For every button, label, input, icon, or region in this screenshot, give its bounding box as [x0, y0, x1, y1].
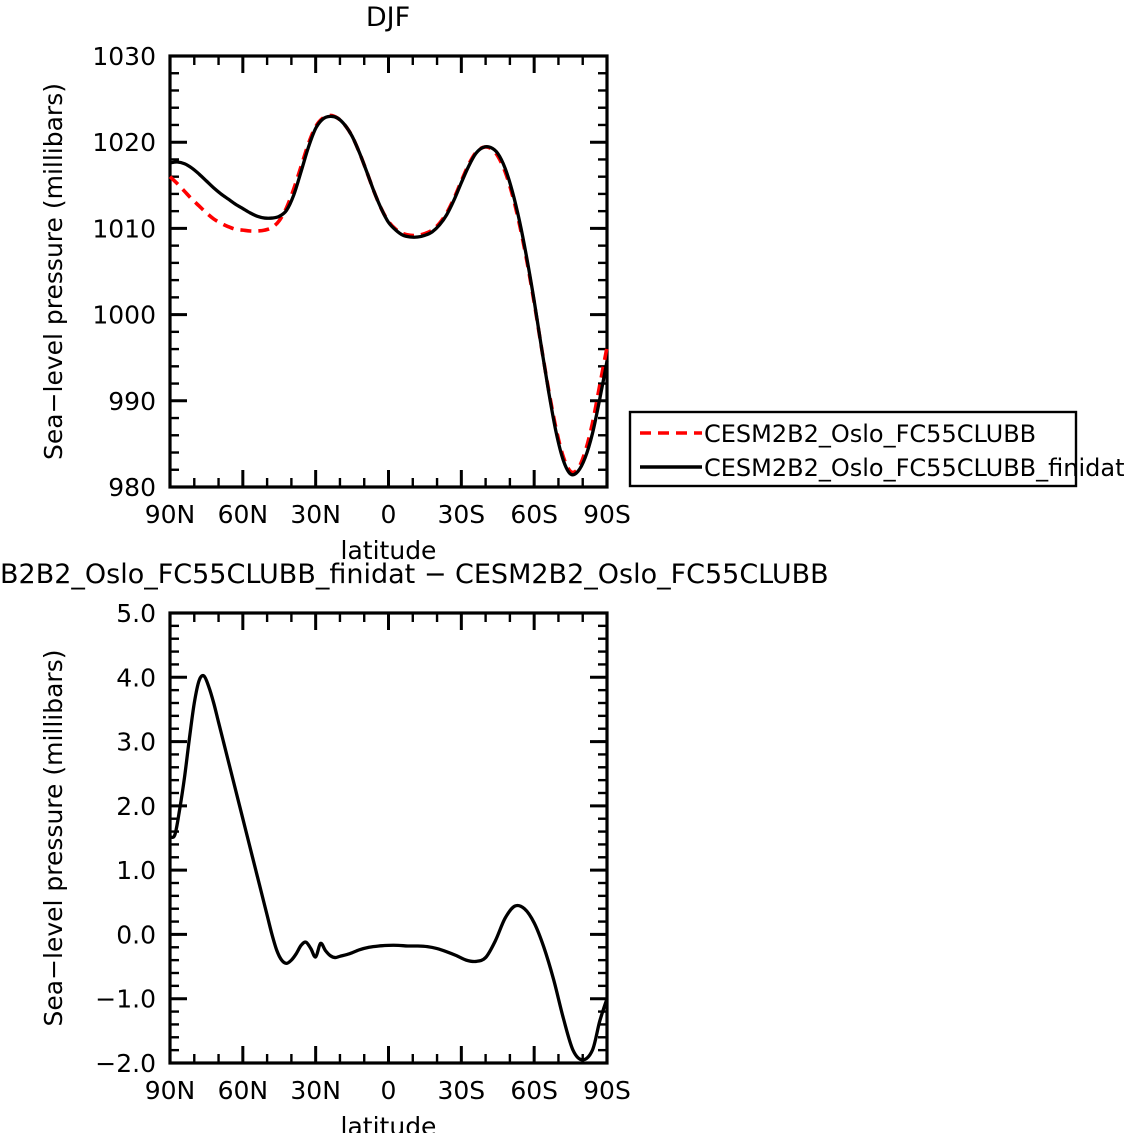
y-tick-label: 1020 — [92, 128, 156, 157]
x-tick-label: 90S — [583, 500, 631, 529]
x-tick-label: 30N — [290, 500, 341, 529]
y-tick-label: 0.0 — [116, 920, 156, 949]
x-tick-label: 90N — [145, 1076, 196, 1105]
x-tick-label: 30S — [437, 500, 485, 529]
series-line-2 — [169, 114, 609, 477]
x-tick-label: 90S — [583, 1076, 631, 1105]
y-tick-label: 1000 — [92, 301, 156, 330]
x-tick-label: 60S — [510, 500, 558, 529]
y-major-ticks: 5.0 4.0 3.0 2.0 1.0 0.0 −1.0 −2.0 — [95, 599, 607, 1078]
x-tick-label: 60N — [218, 500, 269, 529]
legend: CESM2B2_Oslo_FC55CLUBB CESM2B2_Oslo_FC55C… — [628, 410, 1125, 488]
y-tick-label: 1030 — [92, 42, 156, 71]
x-axis-title: latitude — [341, 1112, 437, 1133]
y-minor-ticks — [170, 611, 607, 1065]
x-tick-label: 60N — [218, 1076, 269, 1105]
x-minor-ticks — [168, 56, 609, 487]
y-tick-label: 1010 — [92, 214, 156, 243]
legend-label-2: CESM2B2_Oslo_FC55CLUBB_finidat — [704, 454, 1125, 482]
plot-frame — [168, 54, 609, 489]
y-tick-label: −1.0 — [95, 985, 156, 1014]
y-tick-label: 980 — [108, 473, 156, 502]
y-tick-label: −2.0 — [95, 1049, 156, 1078]
x-minor-ticks — [168, 613, 609, 1063]
y-tick-label: 1.0 — [116, 856, 156, 885]
y-tick-label: 5.0 — [116, 599, 156, 628]
top-chart-title: DJF — [366, 2, 410, 33]
y-tick-label: 990 — [108, 387, 156, 416]
x-tick-label: 0 — [381, 500, 397, 529]
bottom-chart-title: В2B2_Oslo_FC55CLUBB_finidat − CESM2B2_Os… — [0, 559, 829, 590]
series-line-1 — [168, 113, 609, 475]
y-axis-title: Sea−level pressure (millibars) — [39, 650, 68, 1027]
x-tick-label: 30N — [290, 1076, 341, 1105]
legend-label-1: CESM2B2_Oslo_FC55CLUBB — [704, 420, 1036, 448]
series-line-1 — [169, 673, 609, 1062]
y-minor-ticks — [170, 54, 607, 489]
y-tick-label: 4.0 — [116, 663, 156, 692]
x-axis-title: latitude — [341, 536, 437, 565]
y-tick-label: 3.0 — [116, 728, 156, 757]
y-tick-label: 2.0 — [116, 792, 156, 821]
x-tick-label: 30S — [437, 1076, 485, 1105]
legend-box — [628, 410, 1078, 488]
x-tick-label: 60S — [510, 1076, 558, 1105]
x-major-ticks: 90N 60N 30N 0 30S 60S 90S — [145, 613, 631, 1105]
plot-frame — [168, 611, 609, 1065]
x-tick-label: 0 — [381, 1076, 397, 1105]
y-axis-title: Sea−level pressure (millibars) — [39, 83, 68, 460]
y-major-ticks: 1030 1020 1010 1000 990 980 — [92, 42, 607, 502]
x-major-ticks: 90N 60N 30N 0 30S 60S 90S — [145, 56, 631, 529]
x-tick-label: 90N — [145, 500, 196, 529]
